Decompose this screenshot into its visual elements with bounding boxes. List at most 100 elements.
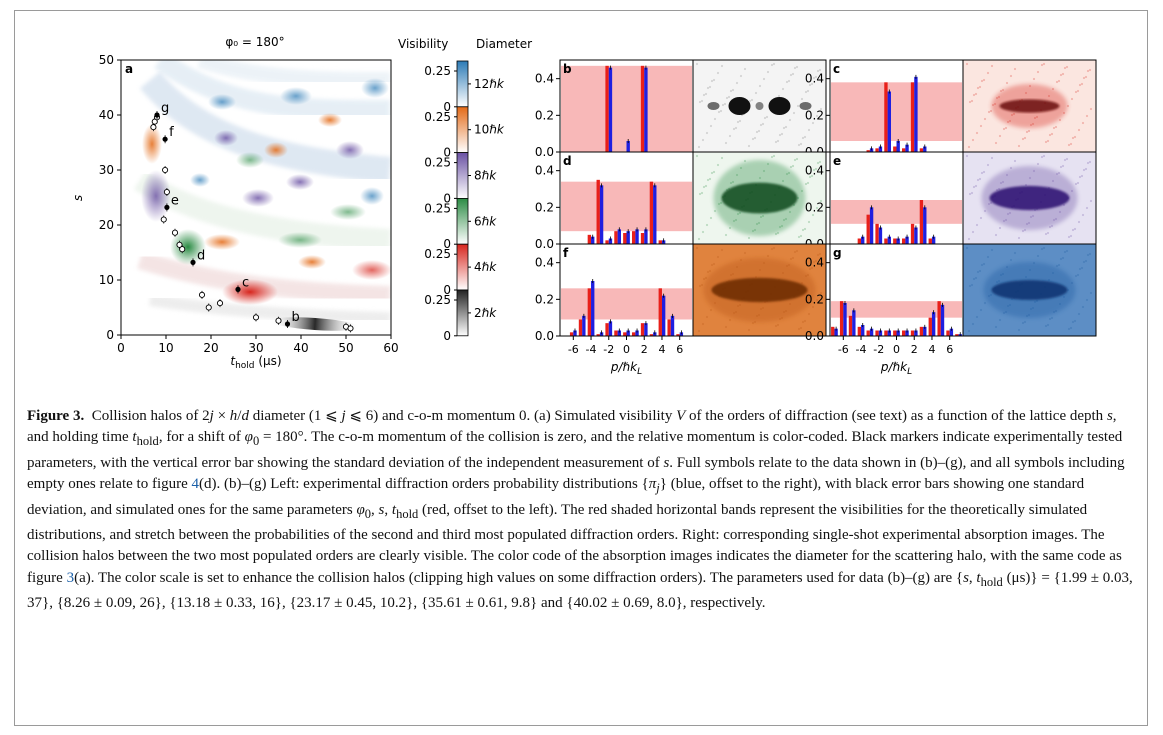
colorbar-diameter-label: 10ℏk bbox=[474, 123, 505, 137]
noise-dot bbox=[791, 256, 795, 260]
noise-dot bbox=[968, 284, 972, 288]
experimental-bar bbox=[661, 295, 666, 336]
noise-dot bbox=[716, 71, 720, 75]
noise-dot bbox=[970, 99, 974, 103]
noise-dot bbox=[982, 78, 986, 82]
panel-a-open-point bbox=[275, 317, 282, 324]
bar-panel-xtick-label: -6 bbox=[838, 343, 849, 356]
panel-a-ytick-label: 50 bbox=[99, 53, 114, 67]
noise-dot bbox=[728, 134, 732, 138]
colorbar-tick-label: 0.25 bbox=[424, 110, 451, 124]
absorption-image-c bbox=[962, 59, 1097, 153]
experimental-bar bbox=[869, 207, 874, 244]
noise-dot bbox=[1076, 181, 1080, 185]
noise-dot bbox=[971, 322, 975, 326]
noise-dot bbox=[1084, 167, 1088, 171]
noise-dot bbox=[729, 89, 733, 93]
noise-dot bbox=[695, 154, 699, 158]
simulated-bar bbox=[839, 301, 844, 336]
noise-dot bbox=[1042, 246, 1046, 250]
panel-a-ticks: 0 10 20 30 40 50 60 0 10 20 30 40 50 bbox=[99, 53, 399, 355]
simulated-bar bbox=[866, 150, 870, 152]
colorbar-diameter-label: 6ℏk bbox=[474, 214, 497, 228]
panel-a-label: a bbox=[125, 62, 133, 76]
panel-a-ytick-label: 0 bbox=[106, 328, 114, 342]
experimental-bar bbox=[653, 185, 657, 244]
noise-dot bbox=[1071, 228, 1075, 232]
noise-dot bbox=[971, 230, 975, 234]
simulated-bar bbox=[605, 240, 609, 244]
noise-dot bbox=[804, 90, 808, 94]
bar-panel-xtick-label: 6 bbox=[676, 343, 683, 356]
noise-dot bbox=[1036, 70, 1040, 74]
noise-dot bbox=[971, 138, 975, 142]
collision-halo-core bbox=[721, 182, 798, 214]
noise-dot bbox=[1027, 129, 1031, 133]
colorbar-tick-label: 0 bbox=[443, 146, 451, 160]
simulated-bar bbox=[587, 234, 592, 244]
simulated-bar bbox=[893, 238, 897, 244]
panel-a-ytick-label: 30 bbox=[99, 163, 114, 177]
noise-dot bbox=[1080, 174, 1084, 178]
experimental-bar bbox=[931, 236, 936, 244]
noise-dot bbox=[807, 220, 811, 224]
simulated-bar bbox=[901, 238, 906, 244]
noise-dot bbox=[717, 110, 721, 114]
panel-a-point-label: b bbox=[292, 310, 300, 325]
simulated-bar bbox=[578, 319, 583, 336]
noise-dot bbox=[1085, 114, 1089, 118]
noise-dot bbox=[701, 322, 705, 326]
bar-panel-xtick-label: 2 bbox=[911, 343, 918, 356]
simulated-bar bbox=[667, 319, 671, 336]
noise-dot bbox=[1059, 165, 1063, 169]
experimental-bar bbox=[591, 281, 595, 336]
bar-panel-ytick-label: 0.4 bbox=[805, 164, 824, 178]
simulated-bar bbox=[937, 301, 941, 336]
noise-dot bbox=[970, 191, 974, 195]
bar-panel-xtick-label: -6 bbox=[568, 343, 579, 356]
noise-dot bbox=[778, 133, 782, 137]
noise-dot bbox=[994, 141, 998, 145]
panel-a-xtick-label: 20 bbox=[203, 341, 218, 355]
noise-dot bbox=[1052, 126, 1056, 130]
panel-a-open-point bbox=[179, 246, 186, 253]
figure-graphic: φ₀ = 180° bbox=[71, 35, 1097, 377]
noise-dot bbox=[1078, 267, 1082, 271]
noise-dot bbox=[815, 298, 819, 302]
noise-dot bbox=[808, 267, 812, 271]
noise-dot bbox=[1025, 130, 1029, 134]
experimental-bar bbox=[582, 315, 586, 336]
simulated-bar bbox=[893, 330, 897, 336]
noise-dot bbox=[702, 277, 706, 281]
experimental-bar bbox=[887, 330, 892, 336]
noise-dot bbox=[974, 276, 978, 280]
noise-dot bbox=[724, 141, 728, 145]
figure-frame bbox=[14, 10, 1148, 726]
panel-a-open-point bbox=[163, 188, 170, 196]
bar-panel-ytick-label: 0.0 bbox=[535, 329, 554, 343]
noise-dot bbox=[815, 206, 819, 210]
panel-a-point-label: f bbox=[169, 125, 174, 140]
noise-dot bbox=[1069, 234, 1073, 238]
noise-dot bbox=[720, 248, 724, 252]
diffraction-order bbox=[768, 97, 791, 115]
colorbar-segment bbox=[456, 197, 469, 245]
simulated-bar bbox=[848, 315, 853, 336]
colorbar-tick-label: 0.25 bbox=[424, 156, 451, 170]
noise-dot bbox=[724, 233, 728, 237]
colorbar-tick-label: 0 bbox=[443, 329, 451, 343]
noise-dot bbox=[980, 171, 984, 175]
experimental-bar bbox=[608, 238, 613, 244]
panel-a-open-point bbox=[176, 241, 183, 248]
noise-dot bbox=[965, 62, 969, 66]
collision-halo-core bbox=[989, 185, 1070, 211]
noise-dot bbox=[1086, 69, 1090, 73]
colorbar-tick-label: 0.25 bbox=[424, 201, 451, 215]
noise-dot bbox=[766, 254, 770, 258]
noise-dot bbox=[705, 131, 709, 135]
colorbar-tick-label: 0 bbox=[443, 237, 451, 251]
noise-dot bbox=[704, 92, 708, 96]
panel-a-filled-point bbox=[154, 112, 160, 118]
noise-dot bbox=[1065, 157, 1069, 161]
experimental-bar bbox=[887, 236, 892, 244]
